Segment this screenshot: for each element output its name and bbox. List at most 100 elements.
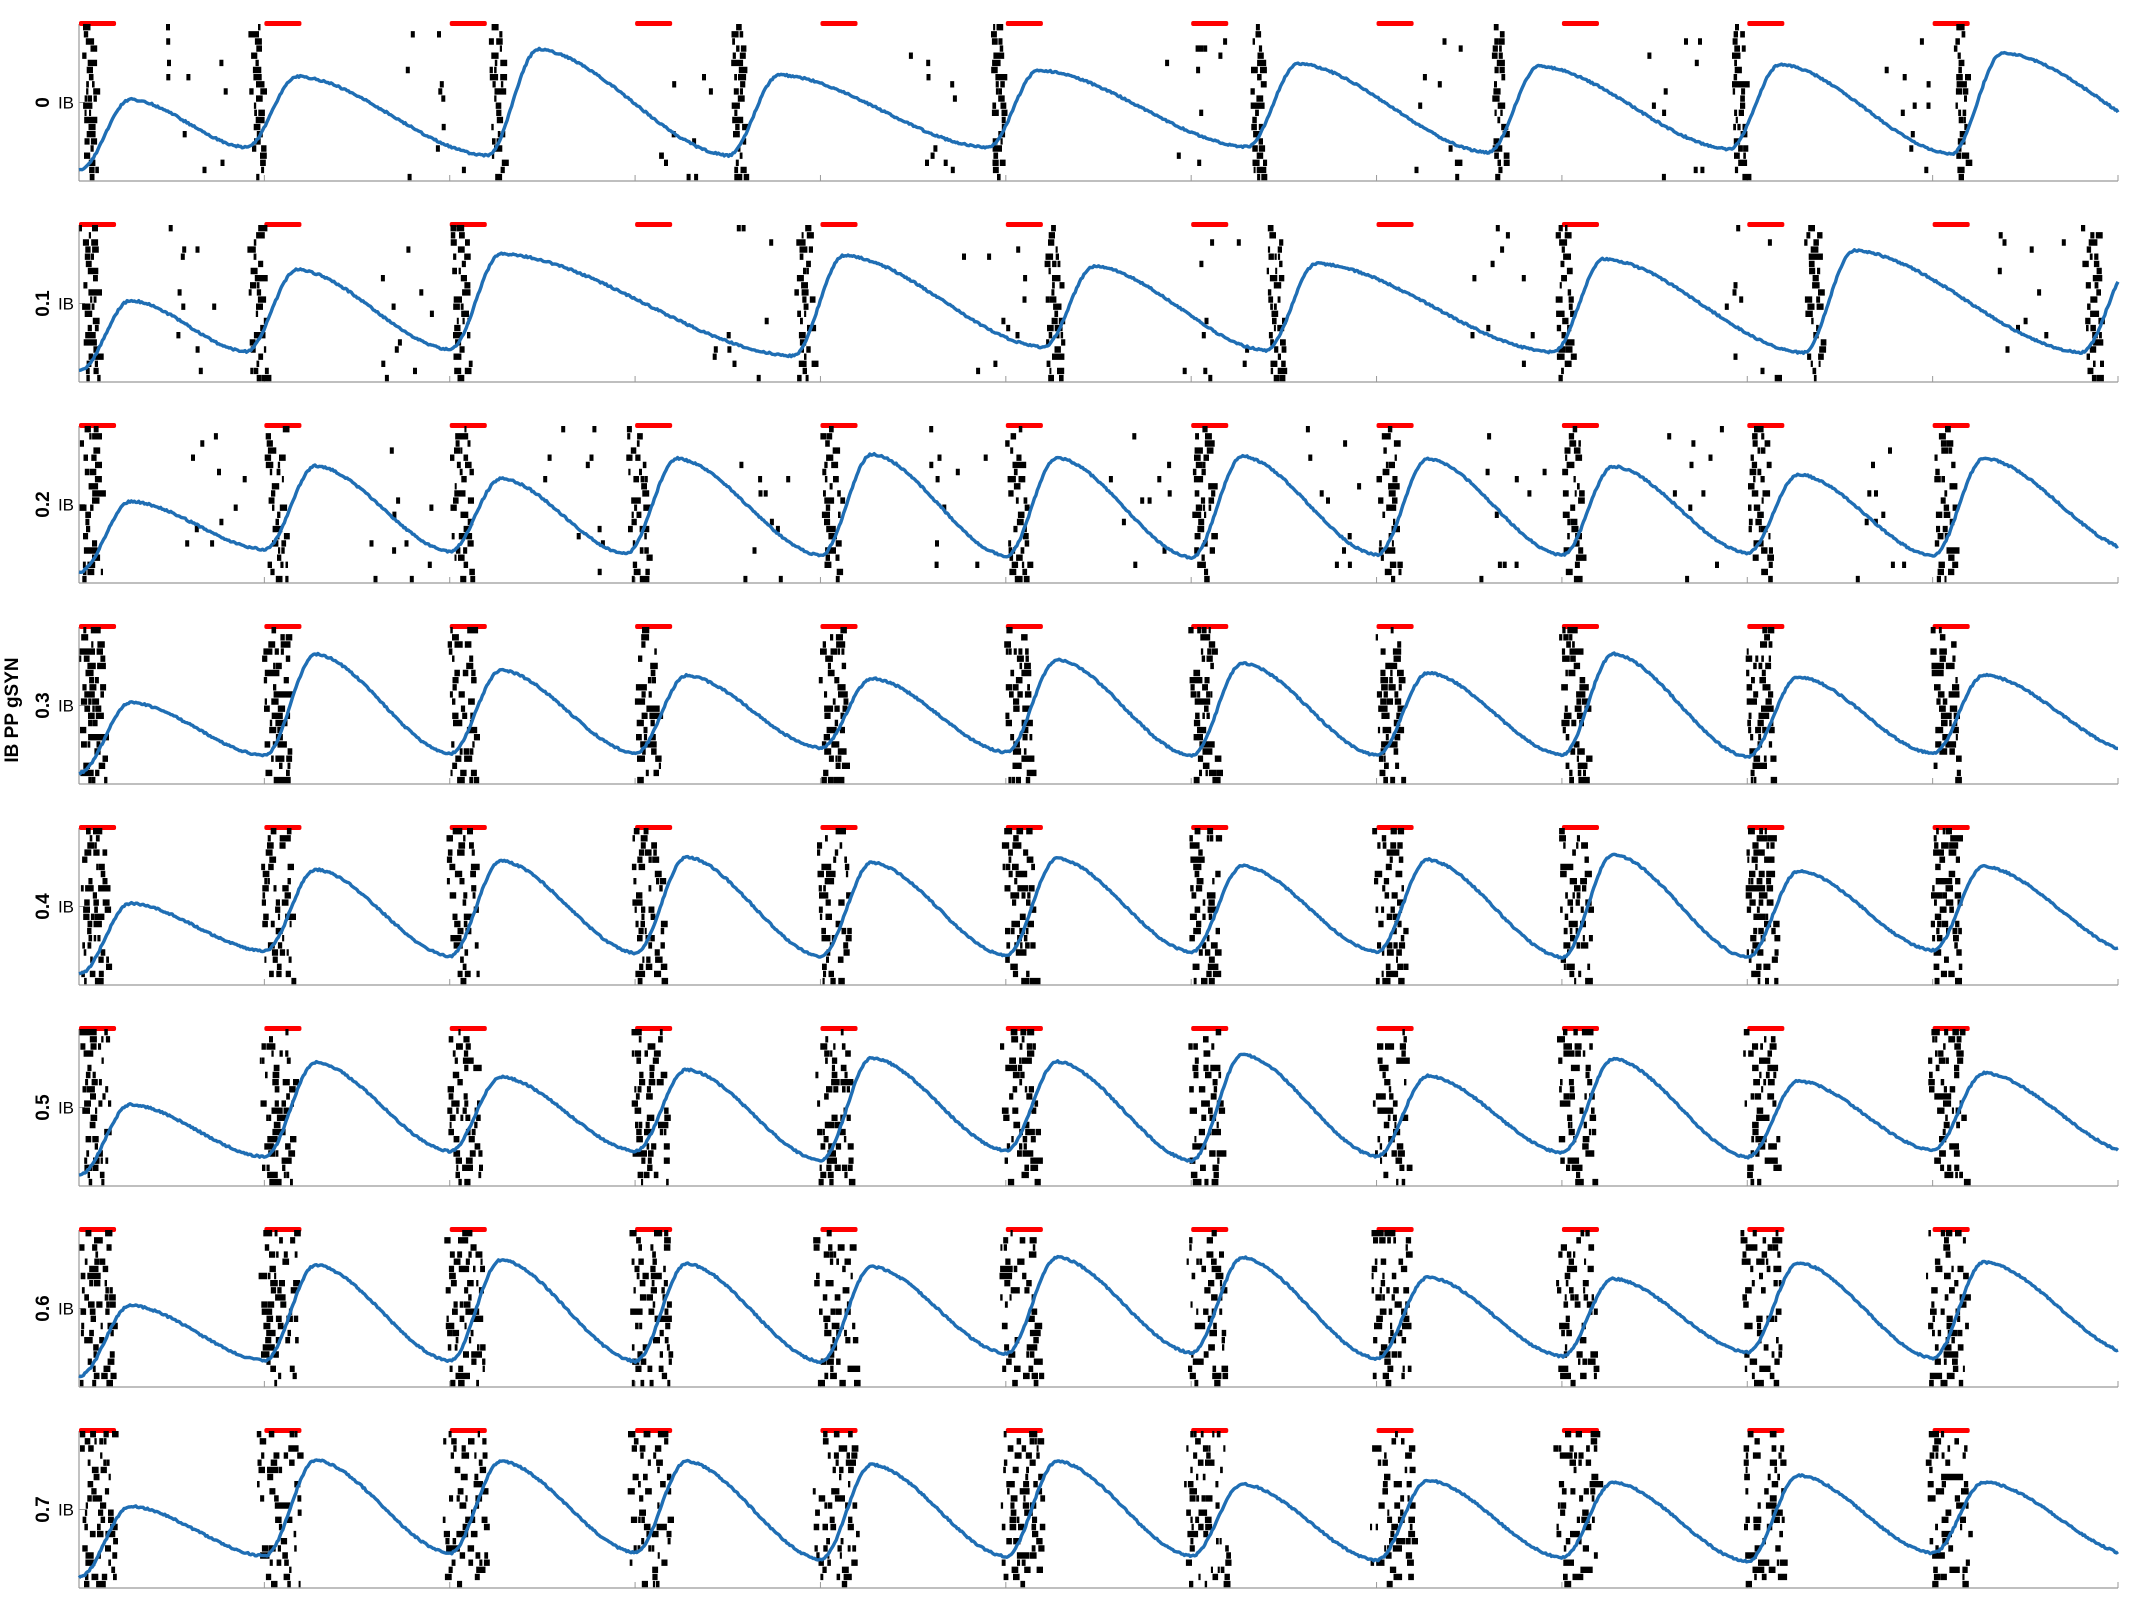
- stim-bar: [1747, 825, 1785, 830]
- stim-bar: [1005, 423, 1043, 428]
- stim-bar: [820, 825, 858, 830]
- spike-marks: [79, 426, 1960, 583]
- panel: IB0.3: [33, 624, 2119, 785]
- panel-label: 0.1: [33, 290, 54, 317]
- trace-line: [78, 46, 2120, 172]
- stim-bar: [1747, 423, 1785, 428]
- panel: IB 0: [33, 21, 2120, 182]
- y-tick-label: IB: [58, 1300, 74, 1319]
- stim-bar: [1005, 624, 1043, 629]
- stim-bar: [1932, 423, 1970, 428]
- stim-bar: [264, 825, 302, 830]
- figure-ylabel: IB PP gSYN: [2, 657, 23, 762]
- stim-bar: [264, 624, 302, 629]
- stim-bar: [264, 1026, 302, 1031]
- stim-bar: [1747, 222, 1785, 227]
- stim-bar: [820, 624, 858, 629]
- panel-label: 0.2: [33, 491, 54, 517]
- stim-bar: [264, 1227, 302, 1232]
- stim-bar: [1376, 423, 1414, 428]
- stim-bar: [1191, 1026, 1229, 1031]
- panel-label: 0.5: [33, 1094, 54, 1121]
- y-tick-label: IB: [58, 94, 74, 113]
- stim-bar: [820, 1227, 858, 1232]
- panel: IB0.5: [33, 1026, 2120, 1187]
- panel: IB0.7: [33, 1428, 2120, 1589]
- stim-bar: [1191, 1227, 1229, 1232]
- stim-bar: [1932, 825, 1970, 830]
- stim-bar: [1005, 825, 1043, 830]
- stim-bar: [264, 423, 302, 428]
- y-tick-label: IB: [58, 496, 74, 515]
- stim-bar: [1561, 1227, 1599, 1232]
- stim-bar: [264, 21, 302, 26]
- spike-raster: [82, 24, 1973, 181]
- trace-line: [78, 452, 2119, 574]
- panel-label: 0.7: [33, 1496, 54, 1522]
- stim-bar: [1376, 624, 1414, 629]
- y-tick-label: IB: [58, 697, 74, 716]
- spike-raster: [79, 1230, 1971, 1387]
- stim-bar: [79, 624, 117, 629]
- spike-marks: [79, 1431, 1973, 1588]
- spike-marks: [79, 1029, 1971, 1186]
- stim-bar: [264, 222, 302, 227]
- stim-bar: [1561, 21, 1599, 26]
- stim-bar: [1561, 423, 1599, 428]
- trace-line: [78, 1052, 2120, 1177]
- stim-bar: [449, 423, 487, 428]
- stim-bar: [820, 21, 858, 26]
- panel: IB0.4: [33, 825, 2119, 986]
- y-tick-label: IB: [58, 1501, 74, 1520]
- stim-bar: [820, 222, 858, 227]
- stim-bar: [449, 1428, 487, 1433]
- spike-raster: [79, 1431, 1973, 1588]
- trace-line: [77, 1458, 2120, 1580]
- trace-line: [78, 651, 2119, 776]
- stim-bar: [1005, 222, 1043, 227]
- stim-bar: [449, 21, 487, 26]
- stim-bar: [1376, 1428, 1414, 1433]
- stim-bar: [1376, 825, 1414, 830]
- stim-bar: [1747, 1026, 1785, 1031]
- panel-label: 0: [33, 97, 54, 108]
- stim-bar: [1005, 1428, 1043, 1433]
- spike-raster: [79, 225, 2105, 382]
- trace-line: [78, 248, 2120, 372]
- stim-bar: [1932, 222, 1970, 227]
- stim-bar: [1561, 825, 1599, 830]
- stim-bar: [820, 1026, 858, 1031]
- panel: IB0.2: [33, 423, 2119, 584]
- trace-line: [78, 1254, 2119, 1379]
- stim-bar: [79, 222, 117, 227]
- spike-raster: [79, 627, 1962, 784]
- stim-bar: [1191, 423, 1229, 428]
- spike-raster: [79, 426, 1960, 583]
- stim-bar: [1191, 825, 1229, 830]
- stim-bar: [449, 1227, 487, 1232]
- stim-bar: [1005, 1227, 1043, 1232]
- panel: IB0.1: [33, 222, 2120, 383]
- trace-line: [78, 852, 2119, 976]
- stim-bar: [635, 222, 673, 227]
- stim-bar: [635, 825, 673, 830]
- spike-marks: [79, 1230, 1971, 1387]
- stim-bar: [449, 1026, 487, 1031]
- stim-bar: [1932, 624, 1970, 629]
- stim-bar: [820, 423, 858, 428]
- panel-label: 0.4: [33, 893, 54, 920]
- spike-marks: [82, 24, 1973, 181]
- panel: IB0.6: [33, 1227, 2119, 1388]
- panel-label: 0.6: [33, 1295, 54, 1321]
- spike-raster: [80, 828, 1963, 985]
- y-tick-label: IB: [58, 1099, 74, 1118]
- stim-bar: [1376, 1026, 1414, 1031]
- stim-bar: [635, 1227, 673, 1232]
- spike-marks: [79, 225, 2105, 382]
- stim-bar: [1191, 1428, 1229, 1433]
- spike-marks: [79, 627, 1962, 784]
- y-tick-label: IB: [58, 898, 74, 917]
- stim-bar: [1376, 222, 1414, 227]
